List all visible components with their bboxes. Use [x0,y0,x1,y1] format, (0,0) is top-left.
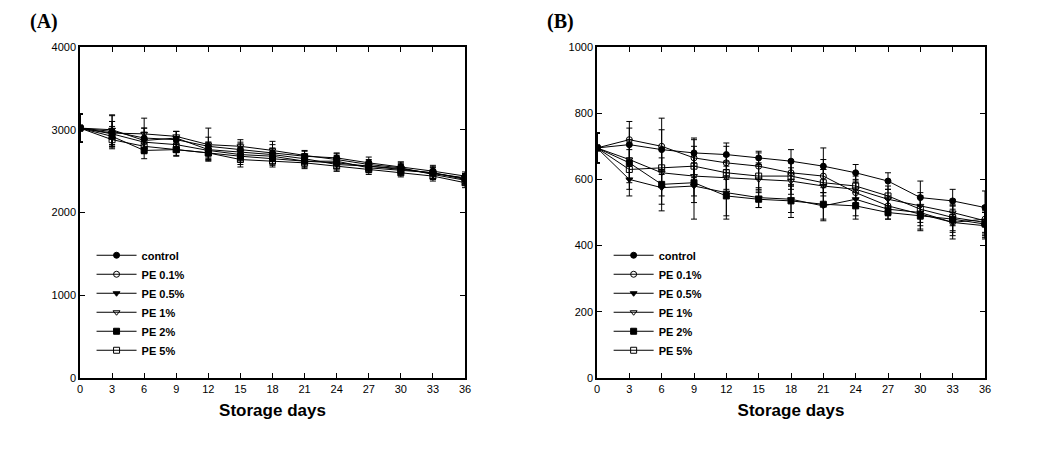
svg-text:0: 0 [594,383,600,395]
svg-text:21: 21 [817,383,829,395]
svg-text:1000: 1000 [569,41,593,53]
svg-text:18: 18 [785,383,797,395]
svg-text:3: 3 [626,383,632,395]
svg-text:1000: 1000 [52,289,76,301]
svg-text:0: 0 [77,383,83,395]
svg-text:6: 6 [659,383,665,395]
svg-text:6: 6 [141,383,147,395]
svg-text:3000: 3000 [52,124,76,136]
svg-text:27: 27 [363,383,375,395]
svg-text:24: 24 [850,383,862,395]
svg-text:21: 21 [298,383,310,395]
svg-text:PE 5%: PE 5% [659,345,693,357]
svg-text:18: 18 [266,383,278,395]
svg-text:4000: 4000 [52,41,76,53]
svg-text:9: 9 [691,383,697,395]
svg-text:12: 12 [720,383,732,395]
svg-text:PE 2%: PE 2% [142,326,176,338]
svg-text:200: 200 [575,306,593,318]
svg-text:2000: 2000 [52,206,76,218]
svg-text:0: 0 [587,372,593,384]
svg-text:PE 5%: PE 5% [142,345,176,357]
svg-text:PE 2%: PE 2% [659,326,693,338]
svg-text:600: 600 [575,173,593,185]
svg-text:30: 30 [914,383,926,395]
svg-text:33: 33 [947,383,959,395]
svg-text:3: 3 [109,383,115,395]
svg-text:27: 27 [882,383,894,395]
svg-text:36: 36 [459,383,471,395]
svg-text:800: 800 [575,107,593,119]
svg-text:(B): (B) [547,10,574,33]
svg-text:Storage days: Storage days [738,401,845,420]
svg-text:PE 1%: PE 1% [659,307,693,319]
svg-text:0: 0 [70,372,76,384]
svg-text:PE 1%: PE 1% [142,307,176,319]
svg-text:Storage days: Storage days [219,401,326,420]
svg-text:9: 9 [173,383,179,395]
svg-text:PE 0.5%: PE 0.5% [142,288,185,300]
svg-text:30: 30 [395,383,407,395]
svg-text:15: 15 [234,383,246,395]
svg-text:15: 15 [753,383,765,395]
svg-text:PE 0.5%: PE 0.5% [659,288,702,300]
svg-text:36: 36 [979,383,991,395]
svg-text:control: control [659,250,696,262]
svg-text:control: control [142,250,179,262]
svg-text:33: 33 [427,383,439,395]
svg-text:400: 400 [575,239,593,251]
svg-text:PE 0.1%: PE 0.1% [142,269,185,281]
svg-text:(A): (A) [30,10,58,33]
svg-text:PE 0.1%: PE 0.1% [659,269,702,281]
svg-text:12: 12 [202,383,214,395]
svg-text:24: 24 [331,383,343,395]
